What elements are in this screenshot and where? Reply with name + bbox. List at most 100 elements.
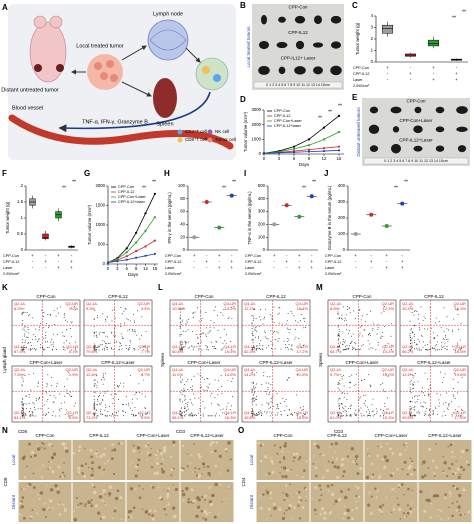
event-dot	[106, 346, 108, 348]
event-dot	[184, 395, 186, 397]
event-dot	[337, 411, 339, 413]
event-dot	[304, 317, 306, 319]
stain	[28, 442, 31, 446]
event-dot	[377, 326, 379, 328]
quadrant-name: Q2-LL	[330, 410, 342, 415]
event-dot	[360, 348, 362, 350]
event-dot	[351, 340, 353, 342]
event-dot	[365, 320, 367, 322]
stain	[225, 497, 227, 500]
event-dot	[441, 348, 443, 350]
event-dot	[261, 415, 263, 417]
event-dot	[422, 346, 424, 348]
significance: **	[462, 9, 466, 15]
stain	[378, 505, 383, 509]
event-dot	[213, 321, 215, 323]
event-dot	[253, 317, 255, 319]
event-dot	[339, 330, 341, 332]
event-dot	[422, 406, 424, 408]
event-dot	[195, 415, 197, 417]
condition-sign: +	[455, 77, 458, 82]
event-dot	[257, 337, 259, 339]
event-dot	[141, 393, 143, 395]
event-dot	[37, 340, 39, 342]
event-dot	[179, 333, 181, 335]
event-dot	[268, 402, 270, 404]
event-dot	[134, 406, 136, 408]
event-dot	[101, 399, 103, 401]
stain	[221, 501, 223, 503]
event-dot	[415, 348, 417, 350]
event-dot	[452, 329, 454, 331]
stain	[354, 460, 357, 463]
tumor	[313, 66, 323, 75]
event-dot	[409, 401, 411, 403]
event-dot	[382, 382, 384, 384]
stain	[279, 446, 282, 449]
event-dot	[35, 398, 37, 400]
stain	[337, 497, 342, 502]
tumor	[456, 106, 468, 114]
stain	[433, 472, 436, 475]
event-dot	[99, 413, 101, 415]
event-dot	[132, 330, 134, 332]
event-dot	[267, 338, 269, 340]
quadrant-name: Q4-UL	[244, 367, 257, 372]
stain	[396, 467, 399, 471]
stain	[455, 487, 459, 491]
event-dot	[39, 397, 41, 399]
stain	[172, 444, 175, 447]
stain	[355, 463, 359, 466]
event-dot	[22, 319, 24, 321]
stain	[108, 485, 113, 489]
stain	[94, 451, 98, 456]
stain	[192, 499, 196, 503]
event-dot	[269, 411, 271, 413]
stain	[407, 487, 410, 491]
ihc-image	[364, 482, 418, 522]
event-dot	[47, 347, 49, 349]
stain	[113, 509, 117, 513]
condition-sign: +	[409, 71, 412, 76]
stain	[259, 506, 263, 510]
stain	[196, 505, 201, 509]
stain	[394, 490, 396, 493]
event-dot	[97, 404, 99, 406]
plot-title: CPP-Con+Laser	[346, 360, 379, 365]
plot-title: CPP-IL12+Laser	[101, 360, 135, 365]
stain	[97, 511, 101, 515]
stain	[290, 468, 293, 471]
stain	[158, 483, 160, 485]
stain	[138, 484, 141, 487]
event-dot	[251, 323, 253, 325]
stain	[455, 460, 457, 462]
event-dot	[131, 413, 133, 415]
stain	[457, 505, 461, 509]
condition-sign: +	[401, 265, 404, 270]
event-dot	[288, 343, 290, 345]
event-dot	[52, 343, 54, 345]
event-dot	[285, 399, 287, 401]
event-dot	[360, 407, 362, 409]
event-dot	[371, 404, 373, 406]
event-dot	[443, 410, 445, 412]
event-dot	[180, 380, 182, 382]
quadrant-name: Q4-LR	[224, 410, 236, 415]
panel-letter: C	[352, 1, 358, 10]
event-dot	[338, 346, 340, 348]
event-dot	[456, 342, 458, 344]
event-dot	[112, 349, 114, 351]
stain	[382, 504, 385, 507]
stain	[90, 455, 93, 459]
event-dot	[96, 387, 98, 389]
stain	[210, 450, 214, 454]
quadrant-value: 9.3%	[86, 306, 96, 311]
event-dot	[415, 395, 417, 397]
point	[292, 151, 296, 154]
event-dot	[209, 329, 211, 331]
point	[322, 126, 326, 129]
stain	[160, 467, 164, 471]
event-dot	[305, 413, 307, 415]
stain	[431, 490, 433, 493]
event-dot	[359, 332, 361, 334]
